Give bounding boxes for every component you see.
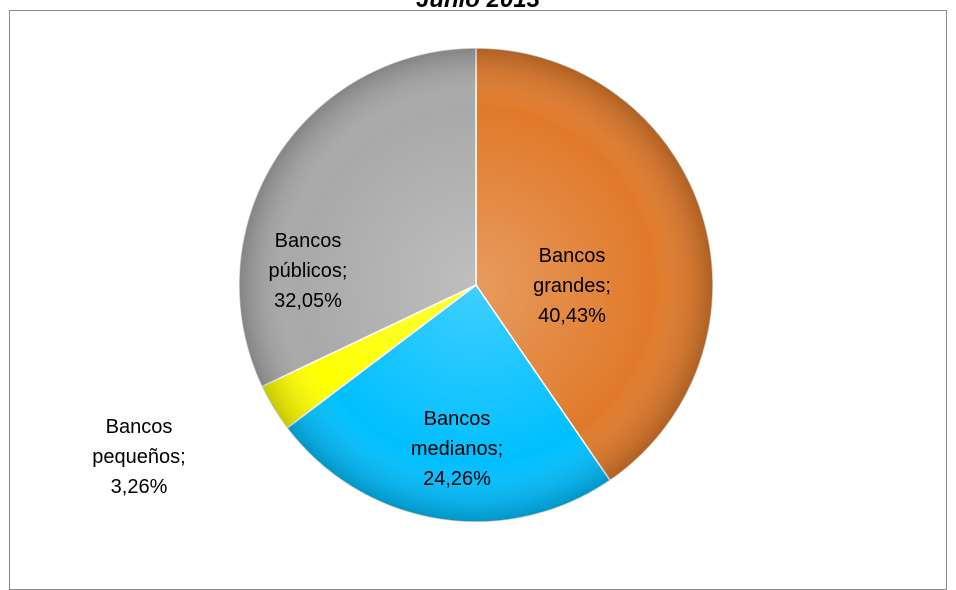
chart-title: Junio 2013 — [0, 0, 956, 14]
data-label-bancos-medianos: Bancos medianos; 24,26% — [411, 408, 503, 490]
data-label-bancos-grandes: Bancos grandes; 40,43% — [533, 245, 611, 327]
data-label-bancos-publicos: Bancos públicos; 32,05% — [269, 230, 348, 312]
pie-chart: Bancos grandes; 40,43% Bancos medianos; 24,26… — [92, 47, 714, 523]
data-label-bancos-pequenos: Bancos pequeños; 3,26% — [92, 416, 185, 498]
